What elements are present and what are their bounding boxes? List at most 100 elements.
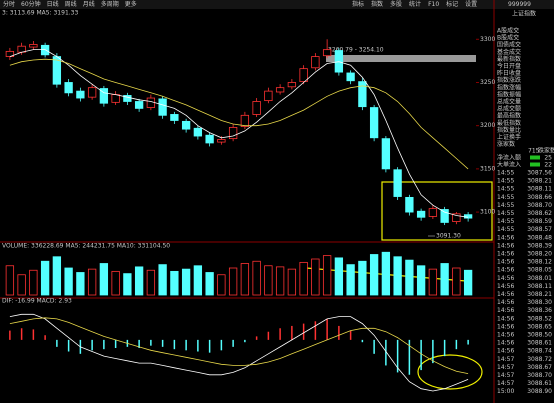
tick-price: 3088.52 <box>527 315 552 322</box>
tick-price: 3088.59 <box>527 218 552 225</box>
volume-bar <box>99 263 109 296</box>
tick-time: 14:56 <box>497 267 514 274</box>
volume-bar <box>252 260 261 296</box>
macd-line <box>9 317 469 374</box>
toolbar-button[interactable]: 标记 <box>446 0 458 8</box>
candle-body <box>264 90 273 102</box>
menu-item[interactable]: 最新指数 <box>497 55 521 63</box>
tick-time: 14:56 <box>497 348 514 355</box>
toolbar-button[interactable]: F10 <box>428 1 439 8</box>
y-tick-label: 3100 <box>480 209 495 216</box>
volume-bar <box>299 261 308 296</box>
menu-item[interactable]: 总成交额 <box>497 105 521 113</box>
candle-body <box>205 134 214 144</box>
breadth-up: 715 <box>528 148 540 155</box>
tick-time: 14:56 <box>497 323 514 330</box>
volume-bar <box>205 272 214 296</box>
tick-price: 3088.70 <box>527 202 552 209</box>
candle-body <box>463 214 473 219</box>
tick-price: 3088.20 <box>527 251 552 258</box>
toolbar-button[interactable]: 指数 <box>371 0 383 8</box>
volume-bar <box>170 270 179 296</box>
volume-bar <box>134 266 144 296</box>
y-tick-label: 3150 <box>480 165 495 172</box>
toolbar-tab[interactable]: 多周期 <box>101 0 119 8</box>
flow-bar <box>530 155 540 160</box>
moving-average <box>9 49 469 218</box>
volume-bar <box>64 267 73 296</box>
toolbar-tab[interactable]: 分时 <box>3 0 15 8</box>
tick-time: 14:57 <box>497 356 514 363</box>
menu-item[interactable]: 上证换手 <box>497 133 521 141</box>
panel-header: DIF: -16.99 MACD: 2.93 <box>2 298 72 305</box>
candle-body <box>452 213 461 222</box>
candle-body <box>369 107 379 139</box>
panel-header: 3: 3113.69 MA5: 3191.33 <box>2 10 78 17</box>
highlight-box <box>381 181 493 241</box>
volume-bar <box>181 268 191 296</box>
candle-body <box>252 101 261 115</box>
candle-body <box>393 169 402 197</box>
tick-price: 3088.65 <box>527 323 552 330</box>
candle-body <box>193 127 203 137</box>
volume-bar <box>358 260 367 296</box>
toolbar-tab[interactable]: 60分钟 <box>21 0 41 8</box>
tick-price: 3088.67 <box>527 364 552 371</box>
menu-item[interactable]: 昨日收盘 <box>497 69 521 77</box>
tick-price: 3088.05 <box>527 267 552 274</box>
candle-body <box>358 81 367 108</box>
toolbar-tab[interactable]: 更多 <box>125 0 137 8</box>
tick-price: 3088.72 <box>527 356 552 363</box>
menu-item[interactable]: 基金成交 <box>497 48 521 56</box>
volume-bar <box>452 267 461 296</box>
candle-body <box>29 44 38 48</box>
toolbar-button[interactable]: 设置 <box>465 0 477 8</box>
menu-item[interactable]: 指数振幅 <box>497 90 521 98</box>
candle-body <box>405 196 414 213</box>
tick-price: 3088.62 <box>527 210 552 217</box>
menu-item[interactable]: 国债成交 <box>497 41 521 49</box>
toolbar-button[interactable]: 多股 <box>390 0 402 8</box>
menu-item[interactable]: 最高指数 <box>497 112 521 120</box>
toolbar-tab[interactable]: 月线 <box>83 0 95 8</box>
candle-body <box>87 87 97 98</box>
tick-price: 3088.61 <box>527 380 552 387</box>
toolbar-button[interactable]: 统计 <box>409 0 421 8</box>
flow-label: 大单流入 <box>497 161 521 169</box>
toolbar-tab[interactable]: 日线 <box>47 0 59 8</box>
volume-bar <box>334 257 344 296</box>
volume-bar <box>346 264 355 296</box>
candle-body <box>111 94 120 103</box>
tick-price: 3088.90 <box>527 388 552 395</box>
tick-time: 14:56 <box>497 340 514 347</box>
volume-bar <box>381 251 391 296</box>
menu-item[interactable]: 指数量比 <box>497 126 521 134</box>
menu-item[interactable]: A股成交 <box>497 27 519 35</box>
candle-body <box>64 82 73 94</box>
menu-item[interactable]: 涨家数 <box>497 140 515 148</box>
menu-item[interactable]: 指数涨跌 <box>497 76 521 84</box>
volume-bar <box>311 258 320 296</box>
toolbar-tab[interactable]: 周线 <box>65 0 77 8</box>
tick-time: 14:56 <box>497 291 514 298</box>
candle-body <box>275 87 285 93</box>
tick-time: 15:00 <box>497 388 514 395</box>
price-band <box>326 55 476 62</box>
candle-body <box>76 90 85 99</box>
tick-time: 14:56 <box>497 234 514 241</box>
volume-bar <box>463 269 473 296</box>
menu-item[interactable]: 今日开盘 <box>497 62 521 70</box>
menu-item[interactable]: 指数涨幅 <box>497 83 521 91</box>
menu-item[interactable]: 总成交量 <box>497 98 521 106</box>
menu-item[interactable]: 最低指数 <box>497 119 521 127</box>
tick-price: 3088.11 <box>527 283 552 290</box>
tick-price: 3088.21 <box>527 291 552 298</box>
tick-price: 3088.57 <box>527 226 552 233</box>
panel-title: 上证指数 <box>512 10 536 18</box>
flow-value: 22 <box>544 162 552 169</box>
menu-item[interactable]: B股成交 <box>497 34 519 42</box>
toolbar-button[interactable]: 指标 <box>352 0 364 8</box>
candle-body <box>240 114 250 127</box>
tick-time: 14:55 <box>497 194 514 201</box>
